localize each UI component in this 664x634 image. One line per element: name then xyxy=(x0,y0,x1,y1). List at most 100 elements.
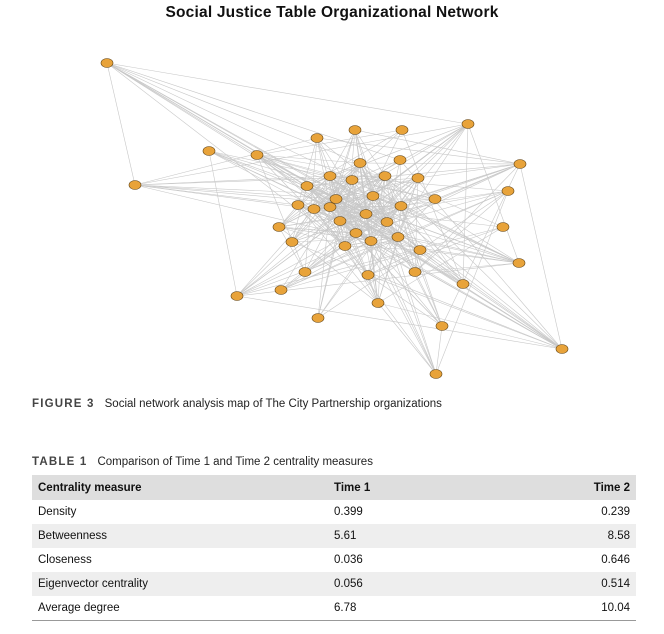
network-edge xyxy=(462,123,469,285)
network-node xyxy=(361,270,375,280)
table-row: Eigenvector centrality 0.056 0.514 xyxy=(32,572,636,596)
network-graph xyxy=(100,58,569,379)
network-edge xyxy=(304,179,353,273)
cell-time2: 0.646 xyxy=(601,554,630,566)
network-edge xyxy=(344,245,421,251)
network-node xyxy=(272,222,286,232)
header-time2: Time 2 xyxy=(474,475,636,500)
network-node xyxy=(323,202,337,212)
network-edge xyxy=(329,175,563,350)
network-edge xyxy=(134,184,361,206)
network-node xyxy=(411,173,425,183)
cell-time1: 0.399 xyxy=(334,506,363,518)
network-edge xyxy=(372,195,421,251)
network-edge xyxy=(256,154,361,164)
network-node xyxy=(128,180,142,190)
network-node xyxy=(345,175,359,185)
network-edge xyxy=(435,325,443,375)
network-edge xyxy=(344,245,369,276)
table-row: Closeness 0.036 0.646 xyxy=(32,548,636,572)
network-edge xyxy=(256,154,306,273)
network-edge xyxy=(329,206,464,285)
network-edge xyxy=(435,190,509,375)
network-edge xyxy=(329,175,369,276)
network-edge xyxy=(359,162,521,165)
network-edge xyxy=(417,163,521,179)
network-node xyxy=(329,194,343,204)
network-node xyxy=(333,216,347,226)
network-edge xyxy=(306,179,353,187)
network-edge xyxy=(399,159,563,350)
network-edge xyxy=(106,62,136,186)
network-edge xyxy=(278,226,346,247)
network-edge xyxy=(414,262,520,273)
network-edge xyxy=(397,236,443,327)
table-row: Average degree 6.78 10.04 xyxy=(32,596,636,621)
network-node xyxy=(456,279,470,289)
network-edge xyxy=(384,175,402,207)
network-edge xyxy=(278,226,306,273)
network-edge xyxy=(297,137,318,206)
network-edge xyxy=(208,150,436,200)
network-edge xyxy=(384,175,563,350)
table-header-row: Centrality measure Time 1 Time 2 xyxy=(32,475,636,500)
table-caption: TABLE 1 Comparison of Time 1 and Time 2 c… xyxy=(32,456,373,468)
network-edge xyxy=(306,185,374,197)
network-node xyxy=(250,150,264,160)
figure-label: FIGURE 3 xyxy=(32,398,95,410)
network-edge xyxy=(372,195,563,350)
header-time1: Time 1 xyxy=(334,475,475,500)
network-node xyxy=(230,291,244,301)
network-edge xyxy=(367,274,563,350)
cell-time1: 5.61 xyxy=(334,524,475,548)
network-edge xyxy=(236,208,315,297)
network-node xyxy=(393,155,407,165)
network-node xyxy=(348,125,362,135)
network-node xyxy=(435,321,449,331)
network-node xyxy=(291,200,305,210)
table-caption-text: Comparison of Time 1 and Time 2 centrali… xyxy=(97,456,373,468)
network-edge xyxy=(106,62,353,181)
network-edge xyxy=(367,274,443,327)
network-edge xyxy=(419,249,520,264)
network-node xyxy=(429,369,443,379)
network-edge xyxy=(208,150,238,297)
cell-time2: 10.04 xyxy=(474,596,636,621)
cell-time1: 6.78 xyxy=(334,596,475,621)
network-edge xyxy=(236,205,402,297)
network-edge xyxy=(236,198,337,297)
network-node xyxy=(311,313,325,323)
network-edge xyxy=(397,236,520,264)
network-edge xyxy=(329,206,399,238)
network-edge xyxy=(359,162,402,207)
network-node xyxy=(100,58,114,68)
network-edge xyxy=(317,240,372,319)
network-edge xyxy=(134,123,469,186)
network-edge xyxy=(355,190,509,234)
network-edge xyxy=(291,236,399,243)
network-edge xyxy=(384,175,504,228)
network-edge xyxy=(236,236,399,297)
network-edge xyxy=(386,159,401,223)
network-title: Social Justice Table Organizational Netw… xyxy=(165,4,499,21)
network-edge xyxy=(304,232,357,273)
network-node xyxy=(380,217,394,227)
network-edge xyxy=(106,62,361,164)
network-edge xyxy=(384,175,464,285)
cell-time1: 0.036 xyxy=(334,554,363,566)
network-edge xyxy=(329,175,509,192)
network-edge xyxy=(106,62,361,206)
network-edge xyxy=(317,206,331,319)
network-edge xyxy=(365,213,416,273)
network-edge xyxy=(397,236,464,285)
cell-measure: Betweenness xyxy=(32,524,334,548)
network-edge xyxy=(351,179,520,264)
network-edge xyxy=(134,137,318,186)
network-edge xyxy=(359,123,469,206)
network-edge xyxy=(280,249,421,291)
table-row: Betweenness 5.61 8.58 xyxy=(32,524,636,548)
network-edge xyxy=(359,162,464,285)
network-node xyxy=(300,181,314,191)
network-edge xyxy=(359,204,437,375)
network-edge xyxy=(359,204,563,350)
